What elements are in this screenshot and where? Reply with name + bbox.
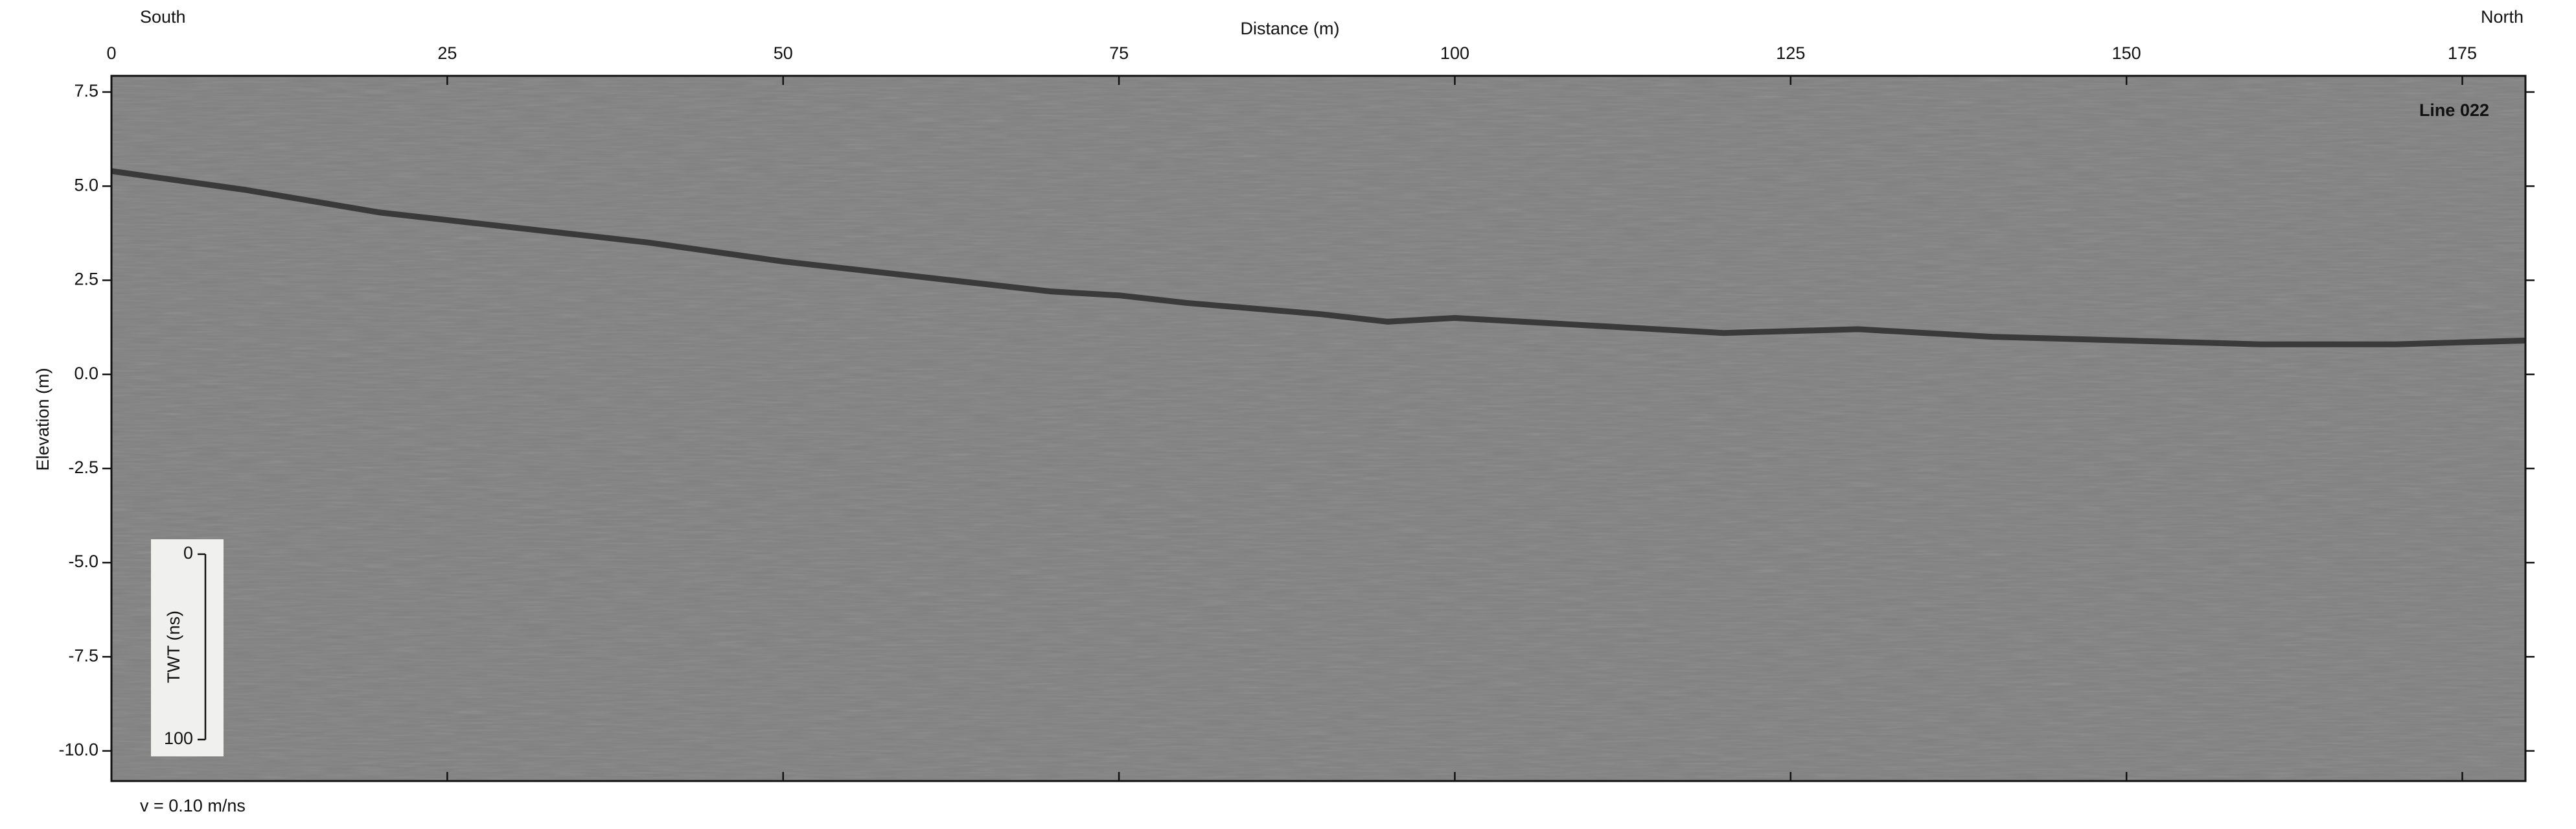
x-tick-label: 175 (2448, 43, 2477, 63)
twt-scale-box (151, 539, 224, 756)
plot-frame (110, 75, 2527, 782)
velocity-note: v = 0.10 m/ns (140, 796, 246, 815)
south-label: South (140, 7, 186, 27)
x-tick-label: 75 (1109, 43, 1129, 63)
y-tick-label: -2.5 (68, 458, 98, 477)
x-tick-label: 0 (106, 43, 116, 63)
x-tick-label: 50 (774, 43, 793, 63)
y-tick-label: -5.0 (68, 552, 98, 571)
y-axis-title: Elevation (m) (33, 368, 52, 471)
y-tick-label: -7.5 (68, 646, 98, 665)
x-tick-label: 25 (437, 43, 457, 63)
y-tick-label: 7.5 (74, 81, 98, 100)
x-tick-label: 125 (1776, 43, 1805, 63)
x-tick-label: 100 (1440, 43, 1469, 63)
x-tick-label: 150 (2112, 43, 2141, 63)
plot-area (111, 76, 2525, 781)
twt-tick-label: 100 (164, 729, 193, 748)
twt-scale-title: TWT (ns) (164, 611, 183, 683)
y-tick-label: 2.5 (74, 270, 98, 289)
ground-surface-reflection (111, 168, 2525, 347)
north-label: North (2481, 7, 2524, 27)
twt-tick-label: 0 (183, 543, 193, 563)
y-tick-label: 5.0 (74, 175, 98, 194)
y-tick-label: -10.0 (58, 740, 98, 760)
radar-texture (111, 76, 2525, 781)
x-axis-title: Distance (m) (1240, 19, 1339, 38)
y-tick-label: 0.0 (74, 364, 98, 383)
line-title: Line 022 (2419, 100, 2489, 120)
